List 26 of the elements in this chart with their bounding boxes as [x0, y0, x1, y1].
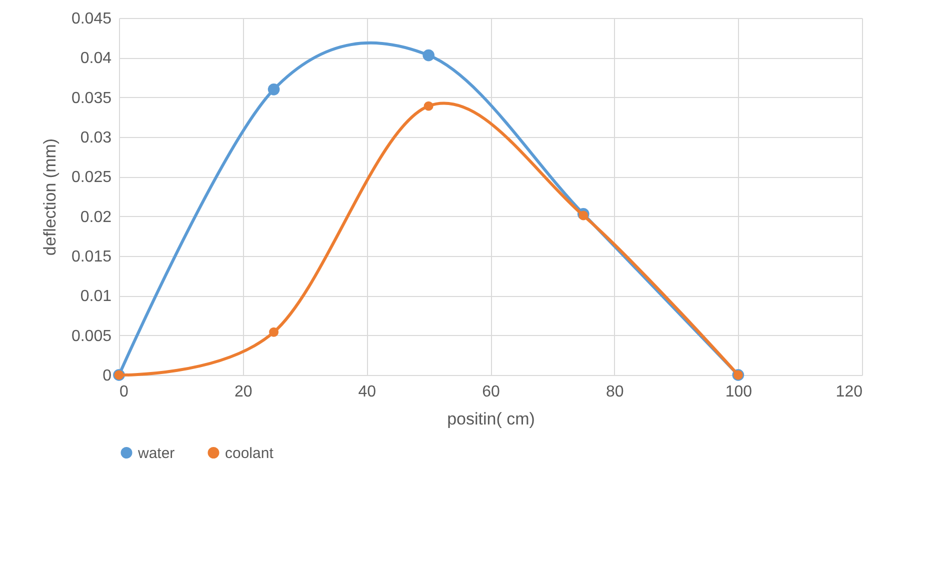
legend-label: water [137, 444, 175, 462]
x-tick-label: 120 [836, 384, 863, 400]
y-tick-label: 0.005 [71, 328, 112, 345]
point [269, 327, 279, 337]
point [578, 210, 588, 220]
y-tick-label: 0.025 [71, 169, 112, 186]
point [268, 83, 280, 96]
x-tick-label: 60 [482, 384, 500, 400]
x-tick-label: 80 [606, 384, 624, 400]
x-tick-label: 20 [234, 384, 252, 400]
x-axis-title: positin( cm) [447, 410, 535, 428]
y-tick-label: 0.01 [80, 288, 112, 306]
y-tick-label: 0.02 [80, 208, 112, 226]
y-tick-label: 0.04 [80, 50, 112, 68]
y-axis-title: deflection (mm) [40, 138, 60, 256]
y-tick-label: 0.035 [71, 90, 112, 107]
y-tick-label: 0.045 [71, 10, 112, 28]
y-tick-label: 0.015 [71, 248, 112, 266]
legend-label: coolant [225, 444, 274, 462]
y-tick-label: 0.03 [80, 130, 112, 146]
y-tick-label: 0 [102, 368, 112, 384]
point [424, 101, 434, 111]
point [422, 49, 434, 62]
x-tick-label: 100 [725, 384, 752, 400]
x-tick-label: 40 [358, 384, 376, 400]
x-tick-label: 0 [120, 384, 128, 400]
